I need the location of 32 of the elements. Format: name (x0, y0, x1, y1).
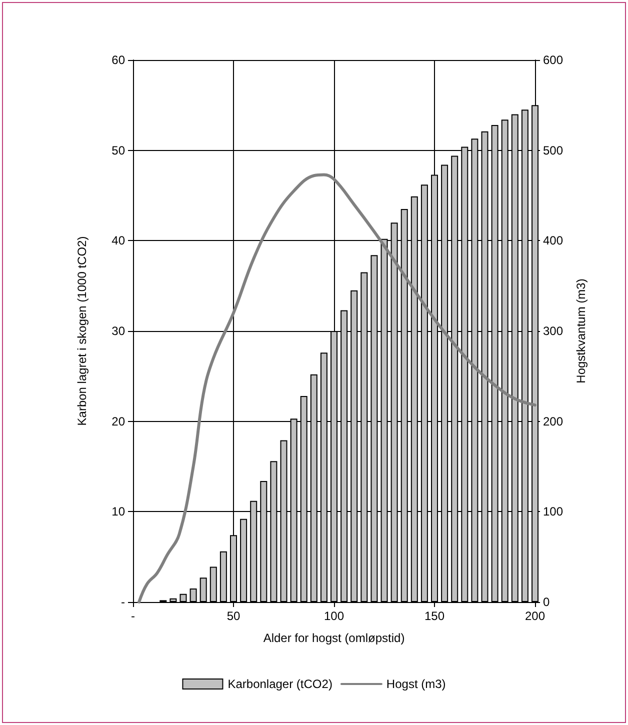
y-tick-label: 30 (112, 324, 126, 338)
y2-tick-label: 400 (543, 234, 564, 248)
line-series (138, 173, 536, 604)
y-tick-label: 20 (112, 414, 126, 428)
bar (200, 578, 207, 602)
x-tick-label: 200 (524, 609, 546, 623)
bar (190, 588, 197, 602)
y-tick-label: 10 (112, 504, 126, 519)
bar (210, 566, 217, 602)
y-tick-label: 50 (112, 143, 126, 158)
x-axis-title: Alder for hogst (omløpstid) (263, 631, 405, 645)
legend-label: Karbonlager (tCO2) (228, 677, 332, 691)
y2-tick-label: 300 (543, 324, 564, 338)
y-tick-label: 60 (112, 53, 126, 67)
x-tick-label: 50 (226, 609, 240, 623)
y2-tick-label: 500 (543, 143, 564, 158)
x-tick-label: 150 (424, 609, 445, 623)
y2-tick-label: 600 (543, 53, 564, 67)
x-tick-label: 100 (324, 609, 344, 623)
y2-tick-label: 0 (543, 595, 550, 609)
bar (240, 518, 248, 602)
y-tick-label: 40 (112, 234, 126, 248)
legend-label: Hogst (m3) (386, 677, 446, 691)
bar (180, 594, 187, 602)
bar (220, 551, 227, 602)
y2-tick-label: 200 (543, 414, 564, 428)
bar (170, 598, 177, 602)
x-tick-label: - (131, 609, 135, 623)
y-axis-title: Karbon lagret i skogen (1000 tCO2) (75, 236, 89, 426)
y2-tick-label: 100 (543, 504, 564, 519)
y2-axis-title: Hogstkvantum (m3) (574, 278, 588, 384)
y-tick-label: - (121, 595, 125, 609)
